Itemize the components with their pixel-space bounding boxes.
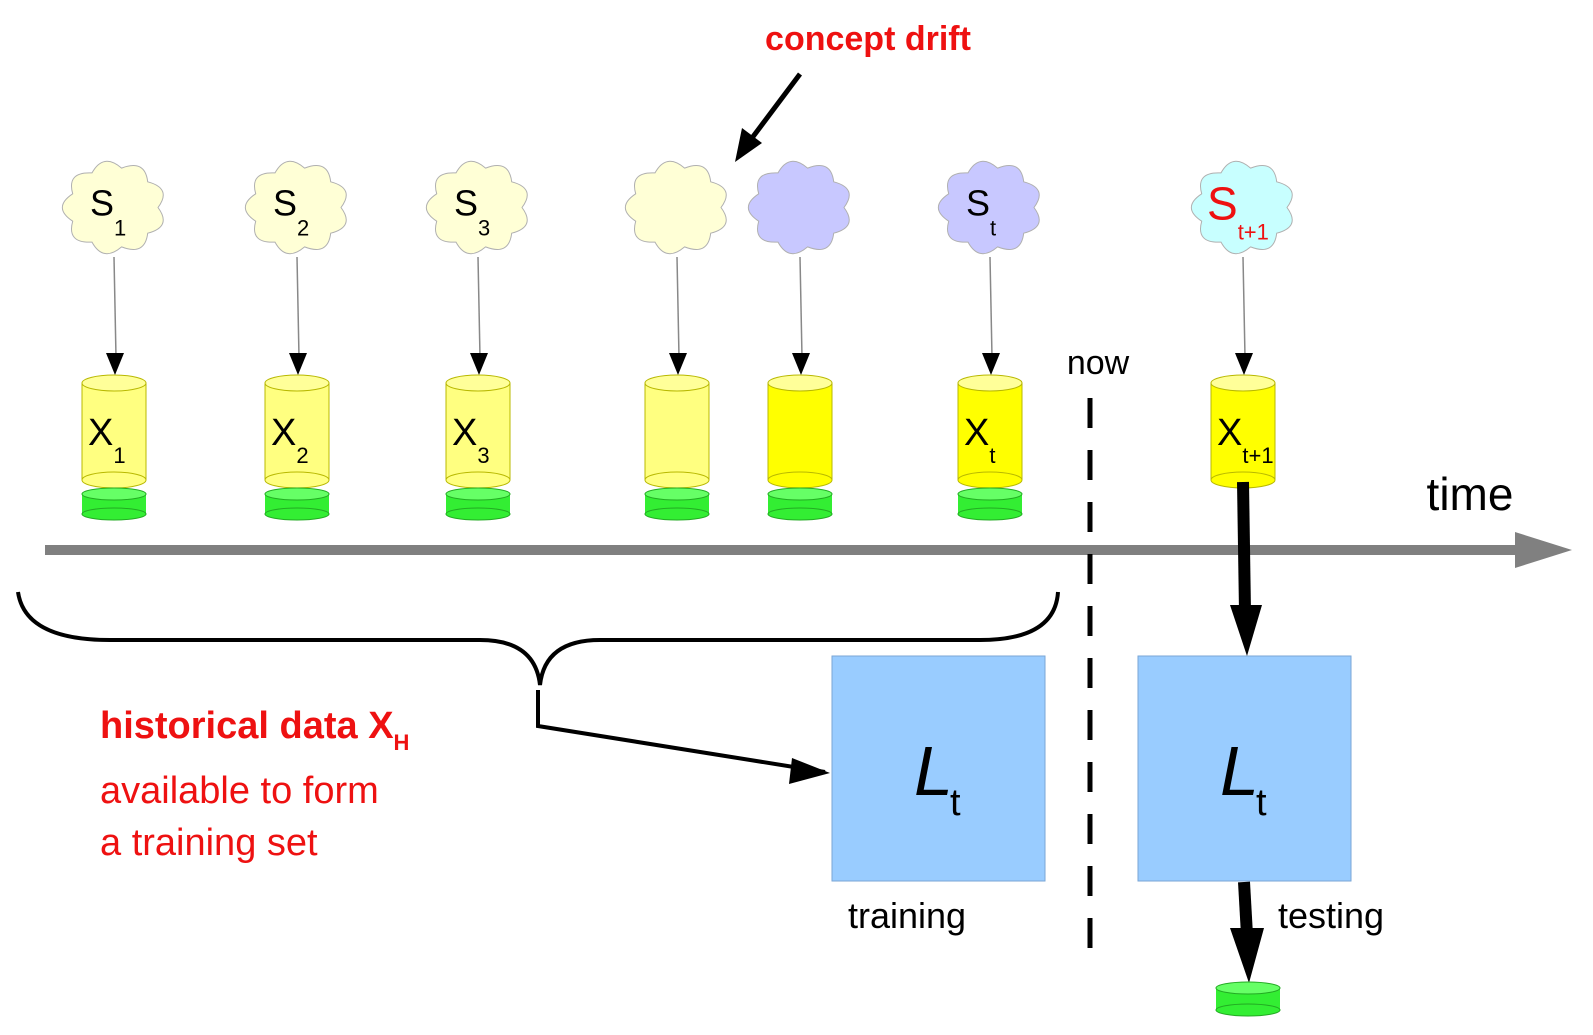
label-disc-2 xyxy=(264,487,330,521)
training-label: training xyxy=(848,895,966,936)
source-to-data-arrow-6 xyxy=(989,256,993,358)
dataset-cylinder-1: X1 xyxy=(81,374,147,489)
label-disc-4 xyxy=(644,487,710,521)
source-cloud-4 xyxy=(624,160,727,255)
predicted-label-disc xyxy=(1215,981,1281,1017)
time-axis xyxy=(45,532,1572,568)
svg-text:L: L xyxy=(1220,732,1259,810)
dataset-cylinder-5 xyxy=(767,374,833,489)
time-label: time xyxy=(1427,468,1514,520)
learner-testing-box: L t xyxy=(1137,655,1352,882)
source-to-data-arrow-5 xyxy=(799,256,803,358)
dataset-cylinder-6: Xt xyxy=(957,374,1023,489)
test-input-arrow xyxy=(1230,481,1262,656)
source-to-data-arrow-4 xyxy=(676,256,680,358)
source-cloud-2: S2 xyxy=(244,160,347,255)
learner-training-box: L t xyxy=(831,655,1046,882)
dataset-cylinder-4 xyxy=(644,374,710,489)
historical-line-2: available to form xyxy=(100,770,379,812)
historical-title: historical data XH xyxy=(100,705,409,755)
now-label: now xyxy=(1067,344,1130,382)
label-disc-1 xyxy=(81,487,147,521)
svg-text:L: L xyxy=(914,732,953,810)
source-cloud-5 xyxy=(747,160,850,255)
source-to-data-arrow-3 xyxy=(477,256,481,358)
source-cloud-7: St+1 xyxy=(1190,160,1293,255)
source-cloud-6: St xyxy=(937,160,1040,255)
label-disc-3 xyxy=(445,487,511,521)
source-cloud-3: S3 xyxy=(425,160,528,255)
concept-drift-arrow xyxy=(735,72,802,162)
test-output-arrow xyxy=(1230,881,1264,983)
concept-drift-label: concept drift xyxy=(765,20,971,58)
label-disc-5 xyxy=(767,487,833,521)
svg-text:t: t xyxy=(950,782,961,824)
source-to-data-arrow-2 xyxy=(296,256,300,358)
dataset-cylinder-7: Xt+1 xyxy=(1210,374,1276,489)
source-to-data-arrow-7 xyxy=(1242,256,1246,358)
historical-line-3: a training set xyxy=(100,822,318,864)
label-disc-6 xyxy=(957,487,1023,521)
brace-to-training-arrow xyxy=(536,690,826,774)
source-to-data-arrow-1 xyxy=(113,256,117,358)
dataset-cylinder-3: X3 xyxy=(445,374,511,489)
testing-label: testing xyxy=(1278,895,1384,936)
historical-brace xyxy=(16,591,1060,686)
dataset-cylinder-2: X2 xyxy=(264,374,330,489)
svg-text:t: t xyxy=(1256,782,1267,824)
source-cloud-1: S1 xyxy=(61,160,164,255)
